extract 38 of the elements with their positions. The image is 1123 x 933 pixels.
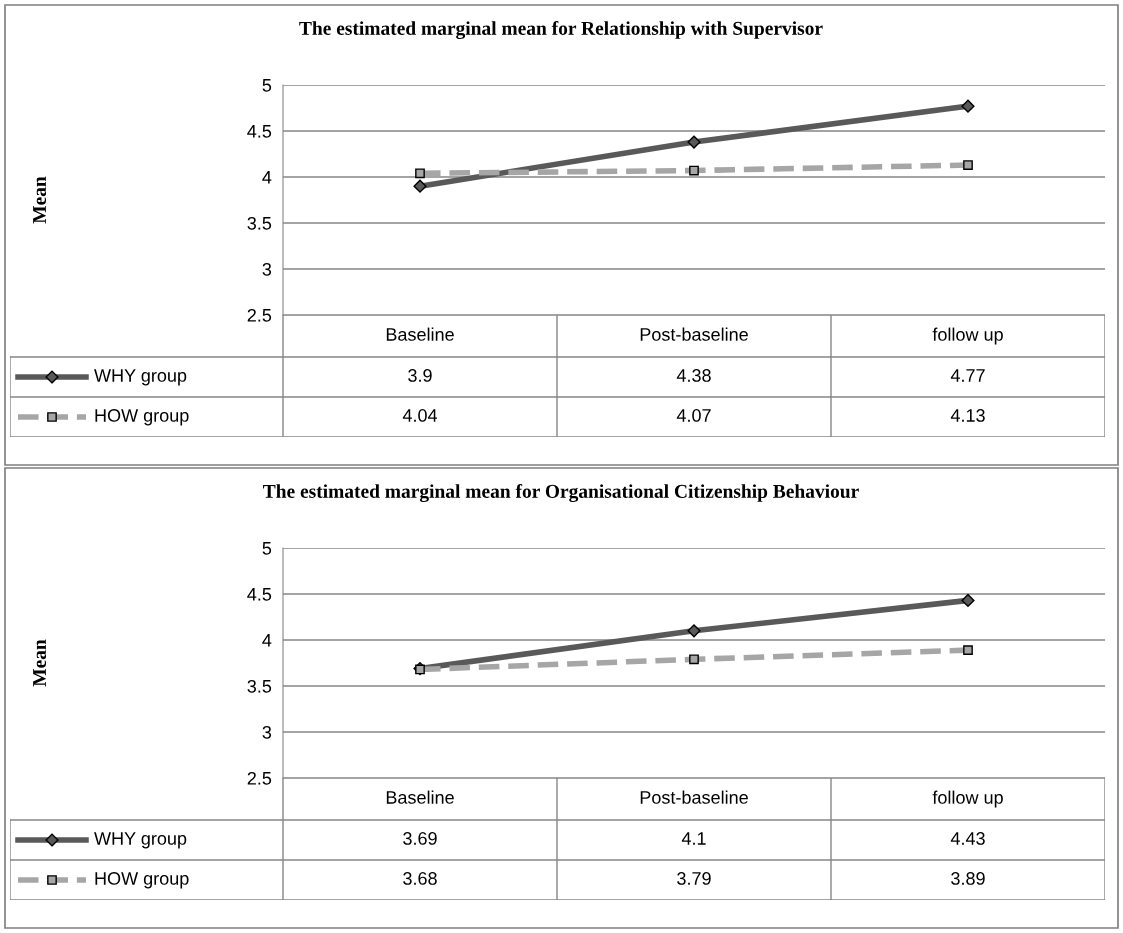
legend-label: HOW group	[95, 409, 189, 426]
data-label: 4.04	[402, 409, 438, 422]
y-tick-label: 3	[262, 262, 272, 276]
data-label: 4.07	[676, 409, 711, 422]
y-tick-label: 2.5	[247, 771, 272, 785]
legend-label: WHY group	[94, 369, 187, 386]
y-tick-label: 3	[262, 725, 272, 739]
y-axis-title: Mean	[33, 176, 47, 224]
legend-label: WHY group	[94, 832, 187, 849]
y-axis-title: Mean	[33, 639, 47, 687]
data-label: 4.43	[950, 832, 985, 845]
y-tick-label: 3.5	[247, 679, 272, 693]
y-tick-label: 5	[262, 542, 272, 555]
data-label: 4.38	[676, 369, 711, 382]
x-tick-label: follow up	[932, 327, 1003, 345]
y-tick-label: 4.5	[247, 588, 272, 601]
x-tick-label: Post-baseline	[640, 790, 748, 804]
y-tick-label: 4	[262, 634, 272, 647]
y-tick-label: 3.5	[247, 216, 272, 230]
data-label: 4.1	[681, 832, 706, 845]
y-tick-label: 4.5	[247, 125, 272, 138]
y-tick-label: 2.5	[247, 308, 272, 322]
y-tick-label: 5	[262, 79, 272, 92]
data-label: 4.77	[950, 369, 985, 382]
data-label: 4.13	[950, 409, 985, 422]
data-label: 3.9	[408, 369, 432, 382]
data-label: 3.68	[403, 872, 437, 885]
data-label: 3.89	[951, 872, 985, 885]
x-tick-label: Post-baseline	[640, 327, 748, 341]
chart-title: The estimated marginal mean for Relationship with Supervisor	[299, 21, 823, 39]
legend-label: HOW group	[95, 872, 189, 889]
x-tick-label: Baseline	[386, 790, 454, 804]
data-label: 3.69	[403, 832, 437, 845]
y-tick-label: 4	[262, 171, 272, 184]
chart-title: The estimated marginal mean for Organisational Citizenship Behaviour	[263, 484, 859, 502]
x-tick-label: Baseline	[386, 327, 454, 341]
data-label: 3.79	[677, 872, 711, 885]
x-tick-label: follow up	[932, 790, 1003, 808]
